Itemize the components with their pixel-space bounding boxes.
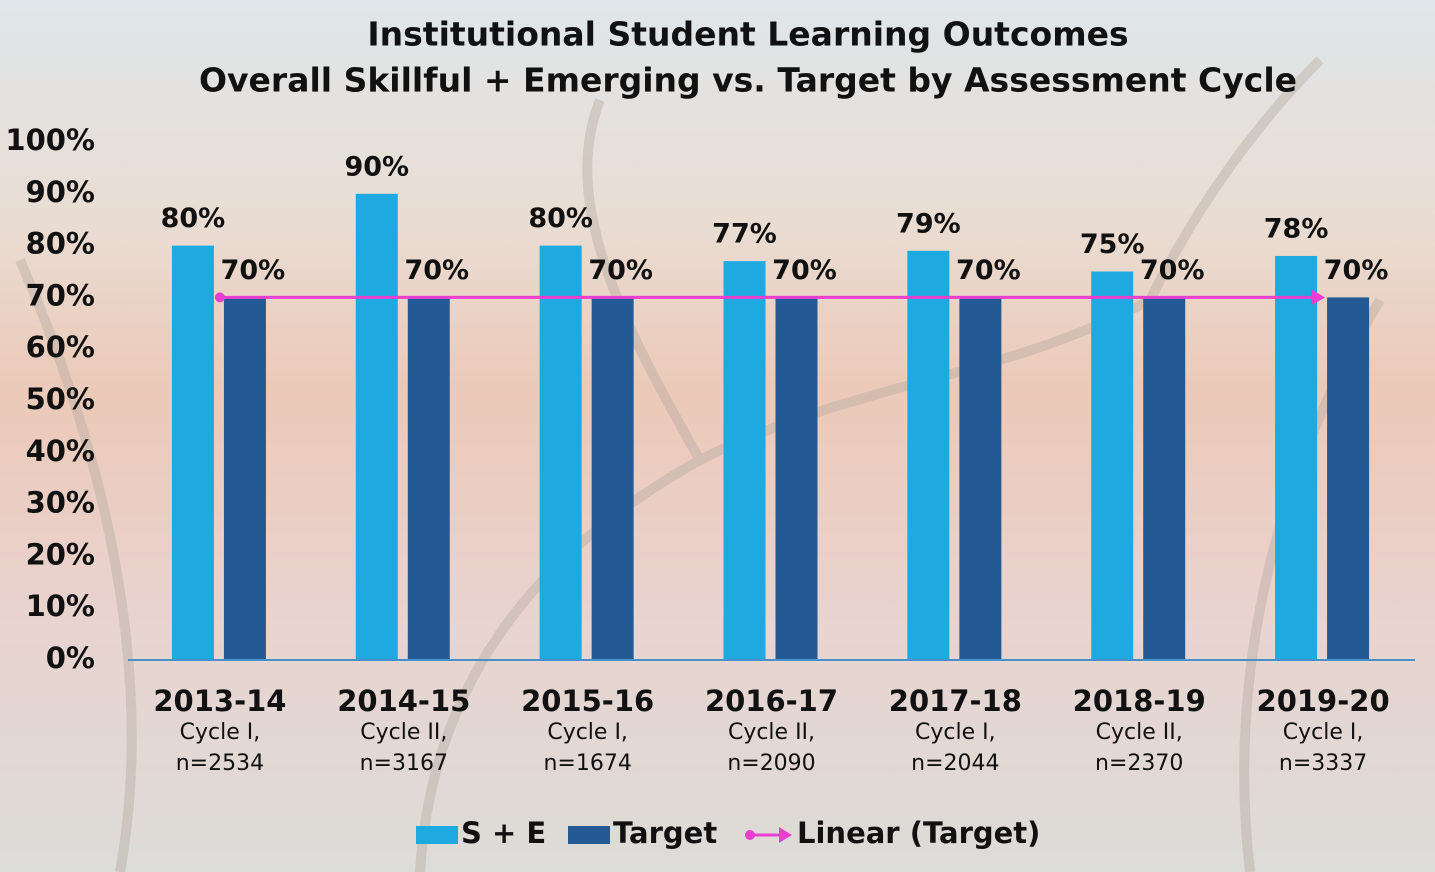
legend-label: S + E: [461, 816, 546, 850]
bar: [1327, 297, 1370, 660]
chart-title: Institutional Student Learning Outcomes: [367, 15, 1128, 54]
x-tick-sublabel: Cycle I,: [547, 720, 628, 745]
y-tick-label: 30%: [26, 486, 95, 520]
bar: [1091, 271, 1134, 660]
bar: [907, 250, 950, 660]
data-label: 70%: [956, 255, 1021, 286]
data-label: 75%: [1080, 229, 1145, 260]
bar: [355, 193, 398, 661]
legend-label: Target: [613, 816, 717, 850]
x-tick-label: 2019-20: [1257, 684, 1390, 718]
x-tick-sublabel: Cycle II,: [728, 720, 815, 745]
data-label: 80%: [161, 203, 226, 234]
legend-swatch: [779, 827, 792, 843]
x-tick-label: 2015-16: [521, 684, 654, 718]
x-tick-sublabel: n=2534: [176, 751, 264, 776]
legend-swatch: [416, 826, 458, 844]
x-tick-sublabel: n=3167: [360, 751, 448, 776]
y-tick-label: 90%: [26, 175, 95, 209]
trendline-arrow: [1311, 289, 1326, 306]
x-tick-sublabel: n=3337: [1279, 751, 1367, 776]
data-label: 70%: [588, 255, 653, 286]
x-tick-sublabel: Cycle I,: [180, 720, 261, 745]
x-tick-sublabel: n=2370: [1095, 751, 1183, 776]
data-label: 70%: [1324, 255, 1389, 286]
x-tick-sublabel: n=2044: [911, 751, 999, 776]
data-label: 77%: [712, 219, 777, 250]
bar: [223, 297, 266, 660]
data-label: 70%: [404, 255, 469, 286]
y-tick-label: 80%: [26, 227, 95, 261]
x-tick-sublabel: n=2090: [727, 751, 815, 776]
y-tick-label: 10%: [26, 589, 95, 623]
bar: [1275, 255, 1318, 660]
data-label: 70%: [1140, 255, 1205, 286]
y-tick-label: 0%: [46, 641, 95, 675]
bar: [539, 245, 582, 660]
data-label: 70%: [772, 255, 837, 286]
x-tick-label: 2014-15: [337, 684, 470, 718]
x-tick-sublabel: Cycle II,: [360, 720, 447, 745]
bar: [171, 245, 214, 660]
y-tick-label: 60%: [26, 330, 95, 364]
data-label: 90%: [344, 151, 409, 182]
data-label: 78%: [1264, 213, 1329, 244]
y-tick-label: 70%: [26, 278, 95, 312]
legend-label: Linear (Target): [797, 816, 1040, 850]
x-tick-label: 2017-18: [889, 684, 1022, 718]
bar: [591, 297, 634, 660]
x-tick-label: 2018-19: [1073, 684, 1206, 718]
bar: [723, 261, 766, 660]
bar: [775, 297, 818, 660]
bar: [959, 297, 1002, 660]
x-tick-sublabel: Cycle I,: [1283, 720, 1364, 745]
x-tick-label: 2013-14: [153, 684, 286, 718]
legend-swatch: [568, 826, 610, 844]
bar: [1143, 297, 1186, 660]
data-label: 80%: [528, 203, 593, 234]
trendline-start: [214, 292, 225, 303]
y-tick-label: 20%: [26, 537, 95, 571]
legend-swatch: [745, 830, 755, 840]
data-label: 79%: [896, 208, 961, 239]
background-trees: [15, 56, 1385, 872]
y-tick-label: 40%: [26, 434, 95, 468]
y-tick-label: 50%: [26, 382, 95, 416]
x-tick-sublabel: n=1674: [543, 751, 631, 776]
x-tick-sublabel: Cycle I,: [915, 720, 996, 745]
data-label: 70%: [221, 255, 286, 286]
y-tick-label: 100%: [5, 123, 95, 157]
bar: [407, 297, 450, 660]
chart-title: Overall Skillful + Emerging vs. Target b…: [199, 61, 1297, 100]
x-tick-label: 2016-17: [705, 684, 838, 718]
x-tick-sublabel: Cycle II,: [1096, 720, 1183, 745]
